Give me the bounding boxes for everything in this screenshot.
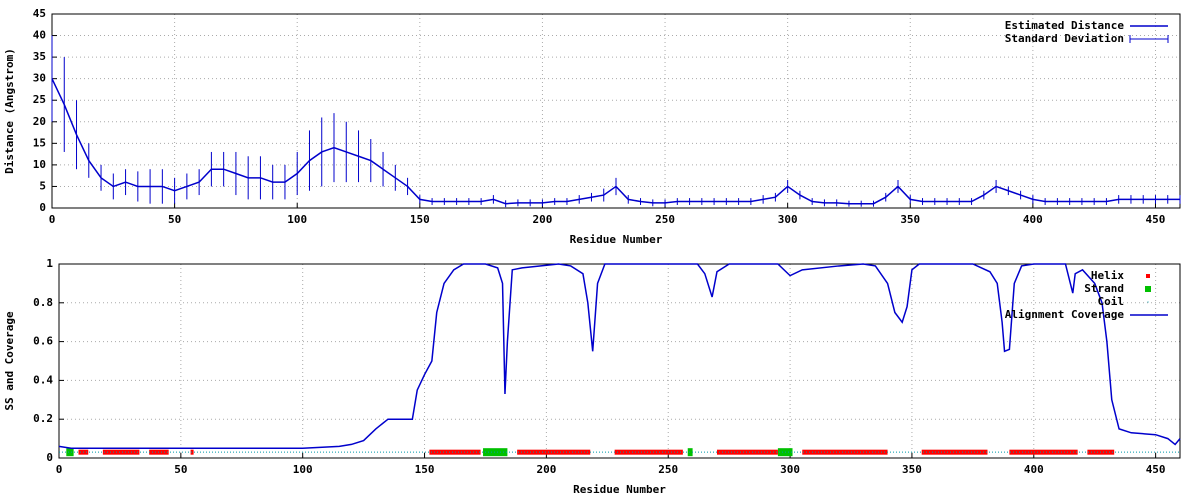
x-tick-label: 0 <box>49 213 56 226</box>
ss-segment <box>687 448 693 457</box>
ss-segment <box>190 449 194 455</box>
ss-segment <box>66 448 74 457</box>
legend-label: Estimated Distance <box>1005 19 1125 32</box>
ss-segment <box>716 449 778 455</box>
plot-border <box>58 263 1181 459</box>
ss-segment <box>483 448 508 457</box>
y-tick-label: 30 <box>33 72 46 85</box>
y-tick-label: 1 <box>46 257 53 270</box>
x-axis-label: Residue Number <box>573 483 666 496</box>
ss-segment <box>614 449 683 455</box>
y-axis-label: Distance (Angstrom) <box>3 48 16 174</box>
y-tick-label: 0.4 <box>33 373 53 386</box>
x-tick-label: 150 <box>410 213 430 226</box>
x-tick-label: 200 <box>536 463 556 476</box>
y-tick-label: 10 <box>33 158 46 171</box>
ss-segment <box>102 449 140 455</box>
x-tick-label: 0 <box>56 463 63 476</box>
legend-swatch <box>1145 286 1151 292</box>
legend-label: Coil <box>1098 295 1125 308</box>
y-tick-label: 25 <box>33 93 46 106</box>
x-tick-label: 200 <box>532 213 552 226</box>
legend-label: Standard Deviation <box>1005 32 1124 45</box>
y-tick-label: 0.6 <box>33 335 53 348</box>
x-tick-label: 450 <box>1146 463 1166 476</box>
y-tick-label: 0 <box>39 201 46 214</box>
y-tick-label: 40 <box>33 29 46 42</box>
legend-label: Helix <box>1091 269 1124 282</box>
y-tick-label: 35 <box>33 50 46 63</box>
y-tick-label: 15 <box>33 136 46 149</box>
x-tick-label: 400 <box>1023 213 1043 226</box>
x-tick-label: 50 <box>174 463 187 476</box>
x-tick-label: 100 <box>287 213 307 226</box>
x-tick-label: 400 <box>1024 463 1044 476</box>
line <box>58 263 1181 450</box>
ss-segment <box>517 449 591 455</box>
x-tick-label: 50 <box>168 213 181 226</box>
legend-swatch <box>1146 274 1150 278</box>
x-tick-label: 300 <box>780 463 800 476</box>
ss-segment <box>921 449 988 455</box>
y-tick-label: 5 <box>39 179 46 192</box>
x-tick-label: 300 <box>778 213 798 226</box>
y-axis-label: SS and Coverage <box>3 311 16 411</box>
y-tick-label: 0 <box>46 451 53 464</box>
x-tick-label: 150 <box>415 463 435 476</box>
y-tick-label: 0.2 <box>33 412 53 425</box>
x-tick-label: 350 <box>900 213 920 226</box>
x-axis-label: Residue Number <box>570 233 663 246</box>
y-tick-label: 0.8 <box>33 296 53 309</box>
x-tick-label: 250 <box>655 213 675 226</box>
y-tick-label: 20 <box>33 115 46 128</box>
legend-swatch <box>1147 301 1149 303</box>
x-tick-label: 450 <box>1146 213 1166 226</box>
legend-label: Strand <box>1084 282 1124 295</box>
ss-segment <box>802 449 888 455</box>
x-tick-label: 100 <box>293 463 313 476</box>
y-tick-label: 45 <box>33 7 46 20</box>
legend-label: Alignment Coverage <box>1005 308 1125 321</box>
x-tick-label: 350 <box>902 463 922 476</box>
x-tick-label: 250 <box>658 463 678 476</box>
